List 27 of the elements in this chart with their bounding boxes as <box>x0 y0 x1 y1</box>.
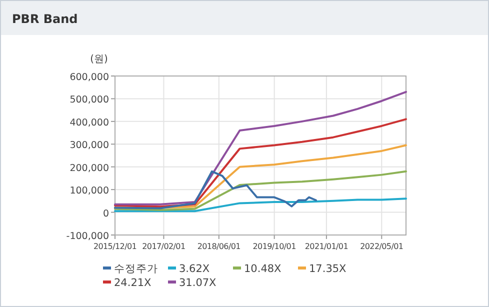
legend-label: 3.62X <box>179 263 210 275</box>
legend-label: 10.48X <box>244 263 282 275</box>
line-series <box>114 90 407 206</box>
legend-label: 31.07X <box>179 277 216 289</box>
y-tick-label: 200,000 <box>70 162 109 174</box>
legend-label: 17.35X <box>309 263 346 275</box>
line-series <box>114 118 407 208</box>
y-tick-label: 500,000 <box>70 94 109 106</box>
y-axis-title: (원) <box>90 54 108 65</box>
line-series <box>114 170 317 210</box>
y-tick-label: 400,000 <box>70 117 109 128</box>
chart-title: PBR Band <box>12 12 78 26</box>
x-tick-label: 2015/12/01 <box>93 242 137 251</box>
legend-label: 24.21X <box>114 277 152 289</box>
y-tick-label: -100,000 <box>66 231 109 242</box>
line-series <box>114 198 407 212</box>
y-tick-label: 600,000 <box>70 72 109 83</box>
x-tick-label: 2021/01/01 <box>304 242 348 251</box>
x-tick-label: 2019/10/01 <box>252 242 296 251</box>
x-tick-label: 2017/02/01 <box>142 242 186 251</box>
line-series <box>114 170 407 212</box>
x-tick-label: 2018/06/01 <box>197 242 241 251</box>
x-tick-label: 2022/05/01 <box>360 242 404 251</box>
y-tick-label: 100,000 <box>70 186 109 197</box>
y-tick-label: 300,000 <box>70 140 109 152</box>
legend-label: 수정주가 <box>114 263 158 275</box>
y-tick-label: 0 <box>102 208 109 220</box>
